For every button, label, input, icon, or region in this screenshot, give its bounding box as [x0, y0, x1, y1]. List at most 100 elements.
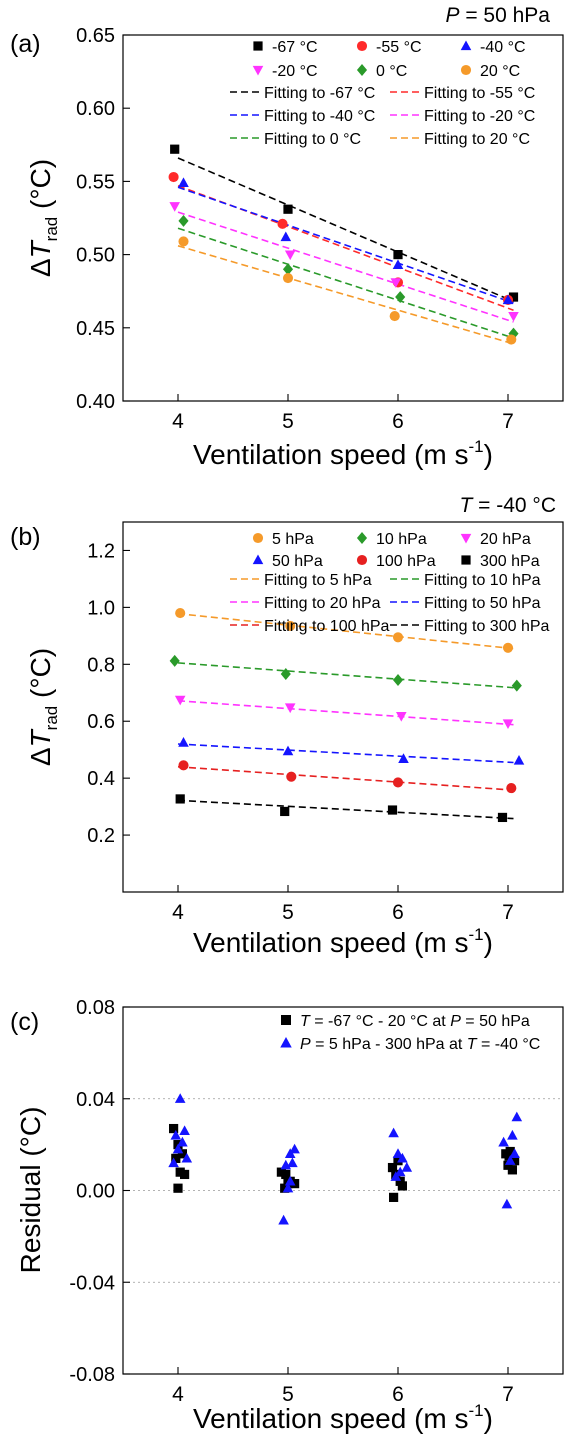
data-point	[178, 177, 189, 188]
data-point	[168, 171, 179, 183]
data-point	[282, 272, 294, 284]
data-point	[502, 719, 514, 730]
y-axis: 0.2 0.4 0.6 0.8 1.0 1.2	[87, 540, 130, 847]
legend-marker	[460, 533, 472, 544]
data-point	[171, 1153, 181, 1163]
data-point	[181, 1152, 193, 1163]
legend-label: Fitting to 0 °C	[264, 131, 361, 148]
panel-label: (c)	[10, 1008, 39, 1036]
data-point	[506, 334, 517, 345]
plot-frame	[122, 521, 564, 893]
y-tick-label: 0.2	[87, 825, 115, 847]
x-axis-label: Ventilation speed (m s-1)	[193, 925, 493, 958]
legend-label: Fitting to 10 hPa	[424, 572, 541, 589]
data-points	[168, 144, 519, 345]
legend-label: -55 °C	[376, 39, 422, 56]
data-point	[179, 1125, 190, 1136]
legend-marker	[281, 1015, 291, 1025]
legend-label: T = -67 °C - 20 °C at P = 50 hPa	[300, 1013, 530, 1030]
data-point	[397, 1152, 408, 1163]
legend-label: 20 °C	[480, 63, 520, 80]
y-tick-label: 0.55	[76, 171, 115, 193]
data-point	[282, 1182, 294, 1193]
fit-line	[177, 157, 514, 303]
data-points	[169, 608, 525, 823]
data-point	[177, 1136, 188, 1147]
legend-label: Fitting to 50 hPa	[424, 595, 541, 612]
data-point	[501, 1198, 513, 1209]
x-tick-label: 7	[502, 410, 514, 433]
data-point	[169, 1123, 179, 1134]
y-tick-label: 0.60	[76, 98, 115, 120]
y-axis: -0.08 -0.04 0.00 0.04 0.08	[69, 997, 130, 1386]
data-point	[508, 292, 519, 302]
data-point	[287, 1157, 298, 1168]
x-tick-label: 5	[282, 901, 294, 924]
legend-marker	[252, 532, 264, 544]
data-point	[174, 695, 186, 706]
data-point	[286, 771, 297, 782]
data-point	[178, 236, 189, 247]
corner-condition: T = -40 °C	[459, 494, 556, 517]
data-point	[502, 294, 514, 305]
fit-line	[177, 211, 514, 323]
data-point	[178, 737, 189, 747]
data-point	[284, 1148, 296, 1158]
fit-line	[177, 227, 514, 339]
plot-frame	[122, 34, 564, 402]
data-point	[174, 1093, 186, 1103]
y-tick-label: 0.08	[76, 997, 115, 1019]
x-tick-label: 4	[172, 410, 184, 433]
data-point	[170, 144, 180, 154]
data-point	[175, 794, 185, 804]
fit-lines	[177, 157, 514, 345]
legend-marker	[461, 555, 471, 565]
data-point	[387, 805, 398, 815]
y-tick-label: 1.2	[87, 540, 115, 562]
data-point	[284, 250, 296, 261]
legend-label: 50 hPa	[272, 553, 323, 570]
fit-line	[177, 765, 514, 791]
data-point	[177, 1149, 187, 1159]
y-tick-label: -0.04	[69, 1272, 115, 1294]
data-point	[392, 259, 404, 269]
y-tick-label: 0.04	[76, 1089, 115, 1111]
fit-line	[177, 699, 514, 726]
data-point	[401, 1162, 413, 1172]
legend-label: P = 5 hPa - 300 hPa at T = -40 °C	[300, 1036, 540, 1053]
x-axis: 4 5 6 7	[172, 1367, 514, 1406]
data-point	[498, 1136, 509, 1147]
data-point	[280, 806, 290, 817]
y-tick-label: 0.6	[87, 711, 115, 733]
legend-label: Fitting to 20 °C	[424, 131, 530, 148]
fit-line	[177, 743, 514, 764]
grid-lines	[123, 1098, 563, 1283]
x-tick-label: 7	[502, 901, 514, 924]
data-point	[284, 703, 296, 714]
legend-label: 0 °C	[376, 63, 407, 80]
data-point	[507, 1129, 518, 1140]
data-point	[170, 1129, 182, 1140]
y-axis: 0.40 0.45 0.50 0.55 0.60 0.65	[76, 25, 130, 413]
y-axis-label: Residual (°C)	[15, 1107, 46, 1274]
data-point	[393, 250, 403, 260]
legend-label: 100 hPa	[376, 553, 436, 570]
data-point	[178, 214, 189, 227]
data-point	[280, 231, 292, 242]
legend-marker	[356, 64, 368, 76]
data-point	[511, 679, 522, 692]
legend: T = -67 °C - 20 °C at P = 50 hPa P = 5 hP…	[280, 1013, 540, 1053]
legend-label: Fitting to 100 hPa	[264, 618, 390, 635]
legend-label: Fitting to -20 °C	[424, 108, 535, 125]
data-point	[388, 1127, 399, 1138]
legend-label: -67 °C	[272, 39, 318, 56]
data-point	[282, 263, 294, 276]
panel-b: (b) T = -40 °C 4 5 6 7 0.2 0.4 0.6 0.8 1.0 1.2 5…	[10, 494, 564, 958]
data-point	[398, 753, 409, 763]
data-point	[277, 218, 288, 229]
panel-label: (a)	[10, 30, 41, 58]
y-tick-label: -0.08	[69, 1364, 115, 1386]
y-axis-label: ΔTrad (°C)	[25, 159, 61, 277]
data-point	[392, 673, 404, 686]
x-tick-label: 6	[392, 901, 404, 924]
